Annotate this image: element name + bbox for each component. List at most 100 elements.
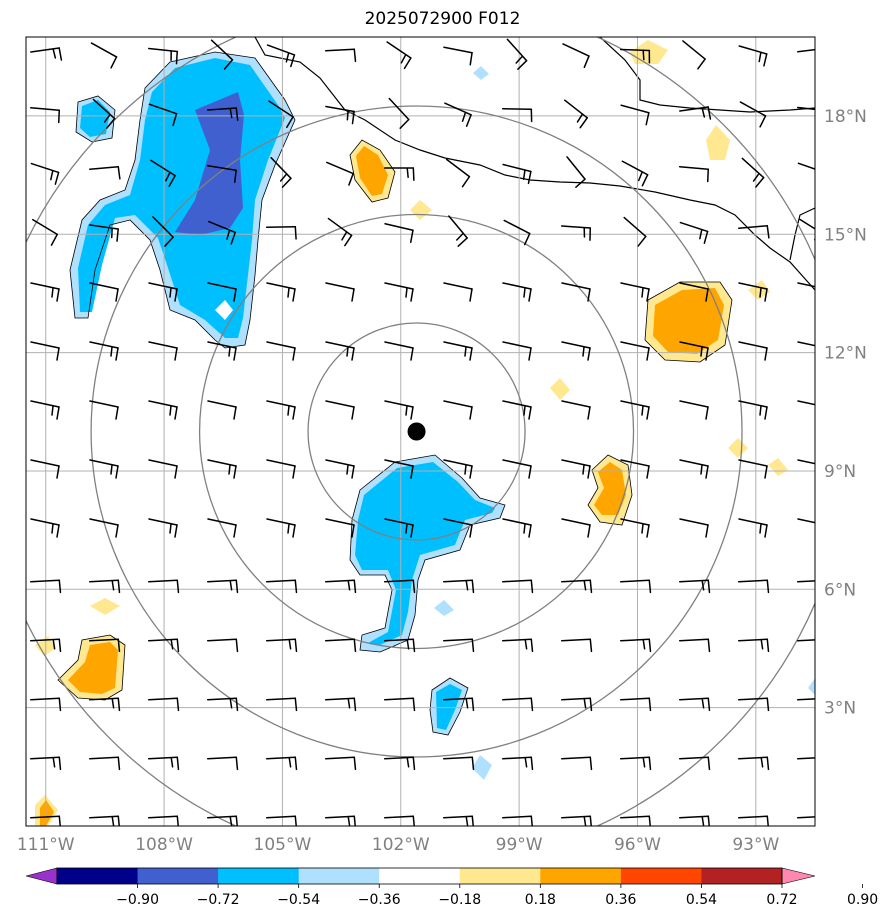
wind-barb — [619, 697, 652, 712]
wind-barb — [619, 815, 652, 826]
wind-barb — [210, 39, 234, 70]
wind-barb — [797, 106, 815, 112]
wind-barb — [737, 815, 770, 826]
wind-barb — [442, 697, 475, 712]
wind-barb — [148, 282, 178, 302]
wind-barb — [443, 459, 473, 479]
wind-barb — [152, 216, 174, 247]
wind-barb — [443, 282, 473, 302]
wind-barb — [206, 756, 239, 771]
wind-barb — [383, 638, 416, 653]
colorbar-tick-label: 0.90 — [847, 892, 878, 908]
wind-barb — [268, 100, 294, 129]
wind-barb — [797, 162, 815, 174]
wind-barb — [679, 518, 709, 538]
wind-barb — [383, 815, 416, 826]
colorbar-tick-label: 0.54 — [686, 892, 717, 908]
latitude-label: 15°N — [824, 225, 867, 245]
strong-negative-anomaly-region — [175, 92, 244, 235]
colorbar-segment — [298, 868, 380, 884]
wind-barb — [384, 341, 414, 361]
positive-anomaly-region — [90, 598, 120, 615]
wind-barb — [89, 459, 119, 479]
longitude-label: 93°W — [732, 835, 779, 855]
wind-barb — [207, 341, 237, 361]
wind-barb — [90, 42, 118, 69]
wind-barb — [89, 341, 119, 361]
wind-barb — [619, 48, 651, 64]
wind-barb — [678, 638, 711, 653]
wind-barb — [502, 400, 532, 420]
wind-barb — [679, 341, 709, 361]
range-ring — [198, 213, 635, 650]
wind-barb — [682, 40, 706, 70]
wind-barb — [796, 756, 815, 760]
wind-barb — [738, 341, 768, 361]
wind-barb — [738, 518, 768, 538]
latitude-label: 9°N — [824, 462, 856, 482]
wind-barb — [30, 459, 60, 479]
coastline — [254, 37, 815, 291]
wind-barb — [147, 579, 180, 594]
wind-barb — [620, 104, 650, 126]
wind-barb — [148, 103, 178, 127]
wind-barb — [29, 638, 62, 653]
wind-barb — [561, 282, 591, 302]
wind-barb — [566, 156, 586, 188]
wind-barb — [325, 459, 355, 479]
negative-anomaly-region — [436, 684, 462, 730]
wind-barb — [738, 45, 768, 67]
wind-barb — [503, 219, 531, 246]
wind-barb — [384, 282, 414, 302]
wind-barb — [738, 282, 768, 302]
wind-barb — [796, 815, 815, 819]
longitude-label: 111°W — [17, 835, 75, 855]
wind-barb — [619, 756, 652, 771]
wind-barb — [560, 815, 593, 826]
wind-barb — [738, 400, 768, 420]
wind-barb — [325, 518, 355, 538]
wind-barb — [206, 107, 239, 121]
storm-center-marker — [407, 422, 426, 441]
wind-barb — [383, 697, 416, 712]
wind-barb — [147, 697, 180, 712]
wind-barb — [88, 815, 121, 826]
wind-barb — [501, 815, 534, 826]
colorbar-tick-label: 0.18 — [525, 892, 556, 908]
positive-anomaly-region — [594, 462, 626, 515]
wind-barb — [384, 459, 414, 479]
wind-barb — [501, 697, 534, 712]
wind-barb — [796, 697, 815, 701]
wind-barb — [561, 459, 591, 479]
wind-barb — [29, 697, 62, 712]
wind-barb — [89, 282, 119, 302]
wind-barb — [796, 638, 815, 642]
wind-barb — [561, 400, 591, 420]
wind-barb — [502, 282, 532, 302]
wind-barb — [383, 579, 416, 594]
wind-barb — [384, 518, 414, 538]
wind-barb — [324, 815, 357, 826]
negative-anomaly-region — [434, 600, 454, 616]
colorbar-segment — [459, 868, 541, 884]
wind-barb — [265, 226, 297, 240]
wind-barb — [206, 579, 239, 594]
wind-barb — [620, 400, 650, 420]
wind-barb — [737, 579, 770, 594]
wind-barb — [206, 815, 239, 826]
wind-barb — [324, 697, 357, 712]
wind-barb — [29, 815, 62, 826]
wind-barb — [501, 579, 534, 594]
wind-barb — [737, 225, 770, 239]
wind-barb — [88, 756, 121, 771]
positive-anomaly-region — [768, 458, 788, 476]
wind-barb — [384, 400, 414, 420]
wind-barb — [443, 46, 473, 66]
colorbar-tick-label: −0.54 — [277, 892, 320, 908]
wind-barb — [797, 282, 815, 288]
negative-anomaly-region — [80, 100, 110, 137]
wind-barb — [739, 101, 767, 128]
longitude-label: 108°W — [135, 835, 193, 855]
colorbar-tick-label: −0.18 — [438, 892, 481, 908]
wind-barb — [88, 166, 121, 180]
